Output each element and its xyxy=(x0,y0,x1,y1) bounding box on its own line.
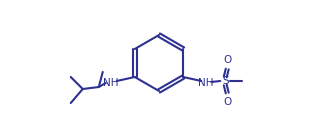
Text: NH: NH xyxy=(198,78,214,88)
Text: S: S xyxy=(222,76,229,86)
Text: O: O xyxy=(223,97,232,107)
Text: O: O xyxy=(223,55,232,65)
Text: NH: NH xyxy=(103,78,119,88)
